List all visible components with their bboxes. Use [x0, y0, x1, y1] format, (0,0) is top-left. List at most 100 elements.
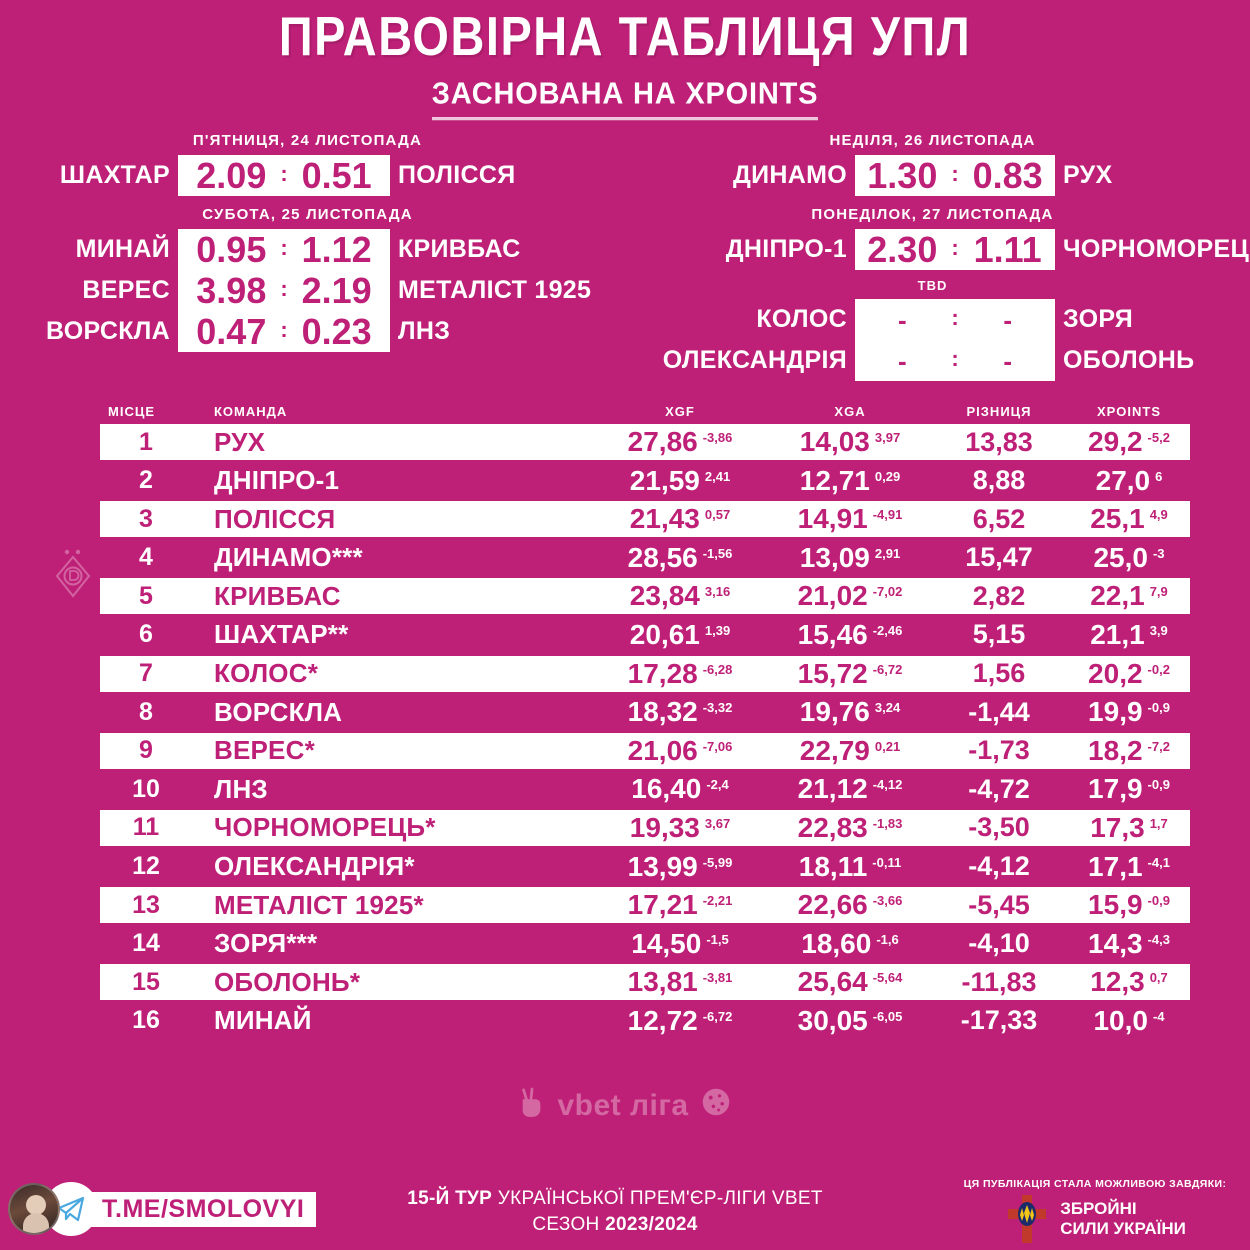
- row-xgf-delta: -3,32: [702, 700, 733, 716]
- row-xga-value: 18,11: [798, 850, 868, 882]
- table-row[interactable]: 14 ЗОРЯ*** 14,50 -1,5 18,60 -1,6 -4,10 14,…: [100, 926, 1190, 962]
- row-xga-value: 19,76: [799, 696, 870, 728]
- row-diff: 6,52: [930, 504, 1068, 535]
- table-row[interactable]: 12 ОЛЕКСАНДРІЯ* 13,99 -5,99 18,11 -0,11 -4…: [100, 849, 1190, 885]
- row-team: КОЛОС*: [214, 658, 319, 689]
- table-row[interactable]: 10 ЛНЗ 16,40 -2,4 21,12 -4,12 -4,72 17,9 -0…: [100, 771, 1190, 807]
- fixtures-right-column: НЕДІЛЯ, 26 ЛИСТОПАДА ДИНАМО 1.30 : 0.83 …: [615, 132, 1250, 381]
- row-xpoints-value: 20,2: [1088, 657, 1143, 689]
- table-row[interactable]: 6 ШАХТАР** 20,61 1,39 15,46 -2,46 5,15 21,…: [100, 617, 1190, 653]
- fixture-away-xg: 1.11: [973, 228, 1042, 270]
- table-row[interactable]: 15 ОБОЛОНЬ* 13,81 -3,81 25,64 -5,64 -11,83…: [100, 964, 1190, 1001]
- table-row[interactable]: 9 ВЕРЕС* 21,06 -7,06 22,79 0,21 -1,73 18,2…: [100, 732, 1190, 769]
- row-xga-delta: 2,91: [874, 545, 901, 561]
- row-xga-delta: -6,72: [872, 661, 903, 677]
- table-row[interactable]: 7 КОЛОС* 17,28 -6,28 15,72 -6,72 1,56 20,2…: [100, 655, 1190, 692]
- table-row[interactable]: 3 ПОЛІССЯ 21,43 0,57 14,91 -4,91 6,52 25,1…: [100, 501, 1190, 538]
- row-xga-delta: -3,66: [872, 893, 903, 909]
- footer-sponsor: ЦЯ ПУБЛІКАЦІЯ СТАЛА МОЖЛИВОЮ ЗАВДЯКИ: ЗБ…: [950, 1178, 1240, 1245]
- row-xgf-value: 21,59: [629, 464, 700, 496]
- row-xga-delta: -4,91: [872, 507, 903, 523]
- fixture-home-xg: -: [897, 345, 907, 376]
- row-xgf-delta: -1,5: [706, 931, 729, 947]
- row-xpoints-value: 15,9: [1088, 889, 1143, 921]
- vbet-liga-watermark: vbet ліга: [0, 1086, 1250, 1126]
- standings-table: МІСЦЕ КОМАНДА XGF XGA РІЗНИЦЯ XPOINTS 1 …: [100, 398, 1190, 1042]
- row-xpoints: 19,9 -0,9: [1068, 696, 1190, 728]
- row-team: ДНІПРО-1: [214, 465, 340, 496]
- row-diff-value: -11,83: [961, 966, 1037, 997]
- row-xga: 25,64 -5,64: [770, 966, 930, 998]
- fixture-away-team: ЛНЗ: [398, 317, 451, 345]
- table-row[interactable]: 4 ДИНАМО*** 28,56 -1,56 13,09 2,91 15,47 2…: [100, 540, 1190, 576]
- telegram-badge[interactable]: T.ME/SMOLOVYI: [8, 1182, 317, 1236]
- row-xpoints: 15,9 -0,9: [1068, 889, 1190, 921]
- row-xgf-value: 13,99: [627, 850, 698, 882]
- row-xga-delta: -4,12: [872, 777, 903, 793]
- row-xgf-value: 19,33: [629, 811, 700, 843]
- row-xpoints: 27,0 6: [1068, 465, 1190, 497]
- row-team: ЗОРЯ***: [214, 928, 318, 959]
- row-xgf-delta: 2,41: [704, 468, 731, 484]
- fixture-home-xg: 2.09: [196, 154, 267, 196]
- row-xpoints: 21,1 3,9: [1068, 619, 1190, 651]
- row-xpoints: 29,2 -5,2: [1068, 426, 1190, 458]
- row-xgf-value: 23,84: [629, 580, 700, 612]
- table-row[interactable]: 16 МИНАЙ 12,72 -6,72 30,05 -6,05 -17,33 10…: [100, 1003, 1190, 1039]
- row-team: МИНАЙ: [214, 1005, 312, 1036]
- row-xga-delta: -0,11: [872, 854, 902, 870]
- row-xpoints: 25,1 4,9: [1068, 503, 1190, 535]
- fixture-away-xg: -: [1003, 304, 1012, 335]
- table-row[interactable]: 13 МЕТАЛІСТ 1925* 17,21 -2,21 22,66 -3,66 …: [100, 887, 1190, 924]
- footer-round-line: 15-Й ТУР УКРАЇНСЬКОЇ ПРЕМ'ЄР-ЛІГИ VBET: [380, 1186, 850, 1212]
- fixture-home-team: ШАХТАР: [59, 161, 170, 189]
- row-xga: 12,71 0,29: [770, 465, 930, 497]
- fixture-group-sunday: ДИНАМО 1.30 : 0.83 РУХ: [615, 155, 1250, 196]
- table-row[interactable]: 5 КРИВБАС 23,84 3,16 21,02 -7,02 2,82 22,1…: [100, 578, 1190, 615]
- fixture-home-team: ВЕРЕС: [82, 276, 170, 304]
- row-rank: 4: [139, 543, 153, 572]
- zsu-line-2: СИЛИ УКРАЇНИ: [1060, 1219, 1186, 1238]
- table-row[interactable]: 8 ВОРСКЛА 18,32 -3,32 19,76 3,24 -1,44 19,…: [100, 694, 1190, 730]
- fixtures-left-column: П'ЯТНИЦЯ, 24 ЛИСТОПАДА ШАХТАР 2.09 : 0.5…: [0, 132, 615, 352]
- telegram-handle[interactable]: T.ME/SMOLOVYI: [84, 1191, 317, 1227]
- row-rank: 9: [139, 736, 153, 765]
- fixture-score: 1.30 : 0.83: [855, 155, 1055, 196]
- row-xpoints-delta: -3: [1152, 545, 1165, 561]
- row-xgf-delta: 3,67: [704, 815, 731, 831]
- row-xgf-delta: -6,28: [702, 661, 733, 677]
- header-team: КОМАНДА: [214, 403, 288, 419]
- fixture-away-team: РУХ: [1063, 161, 1113, 189]
- row-xpoints-delta: -0,9: [1147, 893, 1170, 909]
- table-row[interactable]: 2 ДНІПРО-1 21,59 2,41 12,71 0,29 8,88 27,0…: [100, 463, 1190, 499]
- row-xpoints-value: 18,2: [1088, 734, 1143, 766]
- table-row[interactable]: 1 РУХ 27,86 -3,86 14,03 3,97 13,83 29,2 -5,…: [100, 424, 1190, 460]
- row-xga-value: 22,66: [797, 889, 868, 921]
- row-xpoints-value: 19,9: [1088, 696, 1143, 728]
- row-xga-delta: 3,97: [874, 430, 901, 445]
- row-team: МЕТАЛІСТ 1925*: [214, 889, 424, 920]
- fixture-row: МИНАЙ 0.95 : 1.12 КРИВБАС: [0, 229, 615, 270]
- row-xpoints-value: 10,0: [1093, 1004, 1148, 1036]
- row-xgf-delta: -2,4: [706, 777, 729, 793]
- row-xgf-value: 17,28: [627, 657, 698, 689]
- row-team: КРИВБАС: [214, 580, 341, 611]
- fixture-group-saturday: МИНАЙ 0.95 : 1.12 КРИВБАС ВЕРЕС 3.98 : 2…: [0, 229, 615, 352]
- fixture-home-xg: -: [897, 304, 907, 335]
- footer-round-bold: 15-Й ТУР: [407, 1188, 493, 1209]
- row-xgf-value: 18,32: [627, 696, 698, 728]
- fixture-date-monday: ПОНЕДІЛОК, 27 ЛИСТОПАДА: [811, 206, 1054, 223]
- table-row[interactable]: 11 ЧОРНОМОРЕЦЬ* 19,33 3,67 22,83 -1,83 -3,…: [100, 809, 1190, 846]
- fixture-score: 3.98 : 2.19: [178, 270, 390, 311]
- fixture-group-monday: ДНІПРО-1 2.30 : 1.11 ЧОРНОМОРЕЦЬ: [615, 229, 1250, 270]
- page-title: ПРАВОВІРНА ТАБЛИЦЯ УПЛ: [278, 5, 972, 68]
- row-xpoints-value: 12,3: [1090, 966, 1145, 998]
- row-diff-value: 2,82: [972, 580, 1026, 611]
- row-xgf-delta: -2,21: [702, 893, 733, 909]
- fixture-score: - : -: [855, 299, 1055, 340]
- row-xga-delta: -7,02: [872, 584, 903, 600]
- row-xgf-delta: -6,72: [702, 1008, 733, 1024]
- row-xgf-delta: -7,06: [702, 738, 733, 754]
- row-xpoints-delta: -0,9: [1147, 700, 1170, 716]
- fixture-date-sunday: НЕДІЛЯ, 26 ЛИСТОПАДА: [829, 132, 1036, 149]
